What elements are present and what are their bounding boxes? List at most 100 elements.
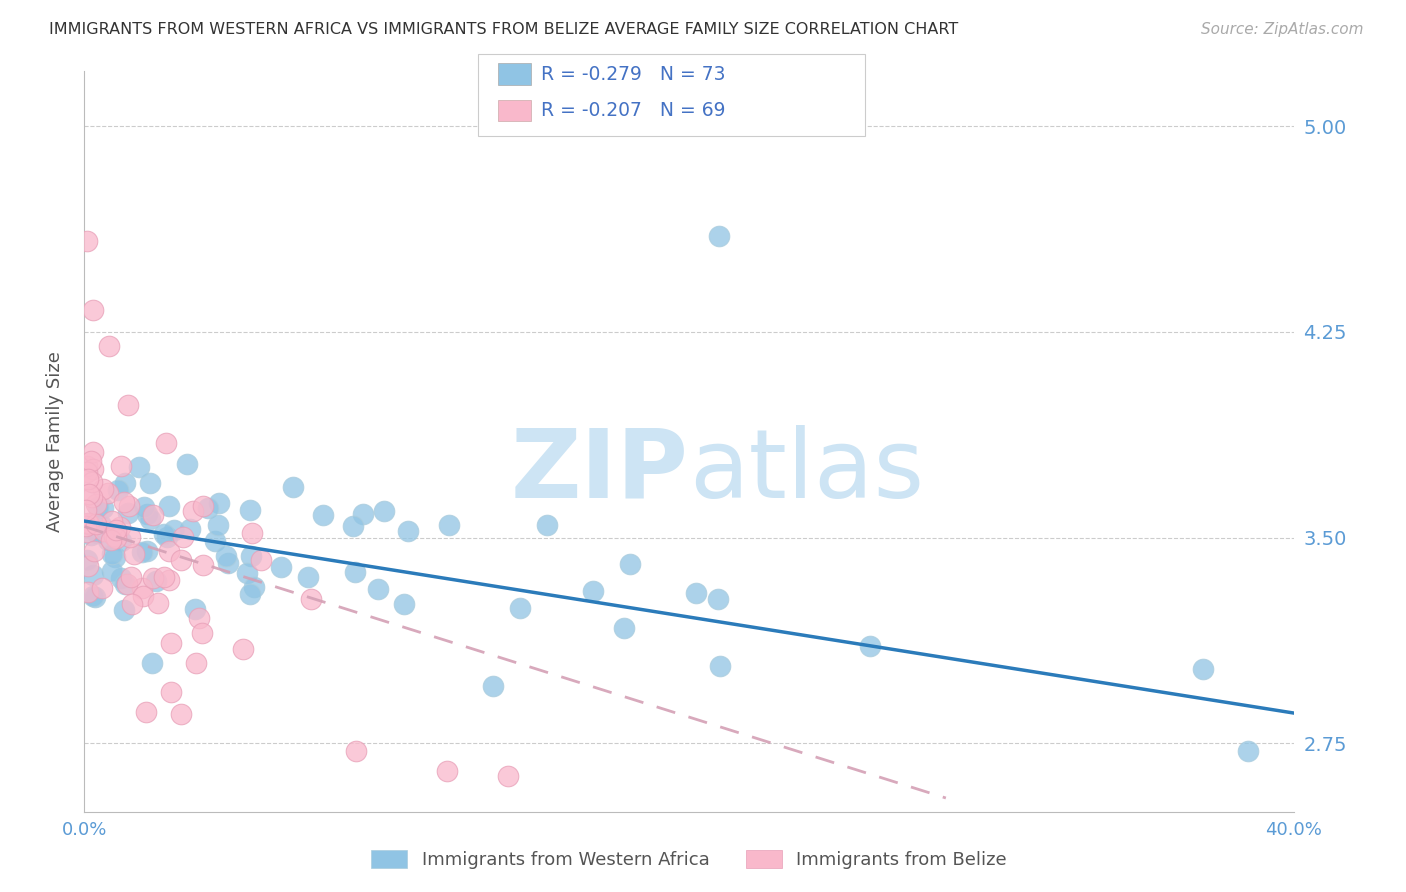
Point: [270, 559, 292, 574]
Text: R = -0.279   N = 73: R = -0.279 N = 73: [541, 64, 725, 84]
Point: [80, 475, 103, 489]
Point: [90, 517, 112, 532]
Point: [394, 598, 416, 612]
Point: [396, 524, 419, 539]
Point: [343, 566, 366, 580]
Point: [100, 533, 122, 548]
Point: [128, 459, 150, 474]
Point: [482, 679, 505, 693]
Point: [1192, 662, 1215, 676]
Point: [77, 472, 100, 486]
Point: [84, 591, 107, 605]
Point: [107, 483, 129, 497]
Point: [217, 557, 239, 571]
Point: [155, 436, 177, 450]
Point: [373, 504, 395, 518]
Point: [215, 549, 238, 564]
Point: [159, 636, 181, 650]
Point: [367, 582, 389, 596]
Point: [75, 518, 97, 533]
Text: IMMIGRANTS FROM WESTERN AFRICA VS IMMIGRANTS FROM BELIZE AVERAGE FAMILY SIZE COR: IMMIGRANTS FROM WESTERN AFRICA VS IMMIGR…: [49, 22, 959, 37]
Point: [101, 547, 124, 561]
Point: [141, 656, 163, 670]
Point: [186, 656, 208, 670]
Point: [77, 516, 100, 531]
Point: [148, 596, 170, 610]
Point: [91, 581, 114, 595]
Point: [346, 744, 368, 758]
Point: [249, 553, 271, 567]
Point: [240, 549, 263, 564]
Text: Source: ZipAtlas.com: Source: ZipAtlas.com: [1201, 22, 1364, 37]
Point: [243, 580, 266, 594]
Point: [240, 526, 263, 541]
Point: [157, 544, 180, 558]
Point: [142, 572, 165, 586]
Point: [139, 476, 162, 491]
Point: [619, 557, 641, 571]
Y-axis label: Average Family Size: Average Family Size: [45, 351, 63, 532]
Point: [112, 603, 135, 617]
Point: [160, 685, 183, 699]
Point: [139, 512, 162, 526]
Point: [157, 573, 180, 587]
Point: [118, 530, 141, 544]
Point: [496, 769, 519, 783]
Point: [436, 764, 458, 778]
Point: [97, 533, 120, 547]
Point: [121, 570, 143, 584]
Text: ZIP: ZIP: [510, 425, 689, 517]
Point: [76, 465, 98, 479]
Text: atlas: atlas: [689, 425, 924, 517]
Point: [1237, 744, 1260, 758]
Point: [170, 706, 193, 721]
Point: [76, 459, 98, 474]
Point: [208, 496, 231, 510]
Point: [193, 500, 215, 514]
Point: [86, 497, 108, 511]
Point: [352, 507, 374, 521]
Point: [80, 527, 103, 541]
Point: [169, 553, 191, 567]
Point: [75, 503, 97, 517]
Point: [613, 621, 636, 635]
Point: [536, 518, 558, 533]
Point: [709, 659, 731, 673]
Point: [181, 504, 204, 518]
Point: [104, 529, 127, 543]
Point: [76, 558, 98, 573]
Point: [283, 479, 305, 493]
Point: [204, 533, 226, 548]
Point: [132, 589, 155, 603]
Point: [76, 524, 98, 539]
Point: [685, 586, 707, 600]
Point: [159, 499, 181, 513]
Point: [110, 571, 132, 585]
Point: [112, 495, 135, 509]
Point: [87, 500, 110, 514]
Point: [134, 500, 156, 514]
Point: [131, 544, 153, 558]
Point: [145, 574, 167, 589]
Legend: Immigrants from Western Africa, Immigrants from Belize: Immigrants from Western Africa, Immigran…: [371, 850, 1007, 870]
Point: [77, 516, 100, 531]
Point: [156, 530, 179, 544]
Point: [312, 508, 335, 522]
Point: [582, 584, 605, 599]
Point: [172, 530, 194, 544]
Point: [135, 705, 157, 719]
Point: [239, 587, 262, 601]
Point: [110, 534, 132, 549]
Point: [136, 543, 159, 558]
Point: [82, 445, 104, 459]
Point: [104, 523, 127, 537]
Point: [110, 458, 132, 473]
Point: [162, 523, 184, 537]
Point: [187, 611, 209, 625]
Point: [297, 570, 319, 584]
Point: [179, 522, 201, 536]
Point: [82, 302, 104, 317]
Point: [184, 601, 207, 615]
Point: [342, 518, 364, 533]
Point: [117, 398, 139, 412]
